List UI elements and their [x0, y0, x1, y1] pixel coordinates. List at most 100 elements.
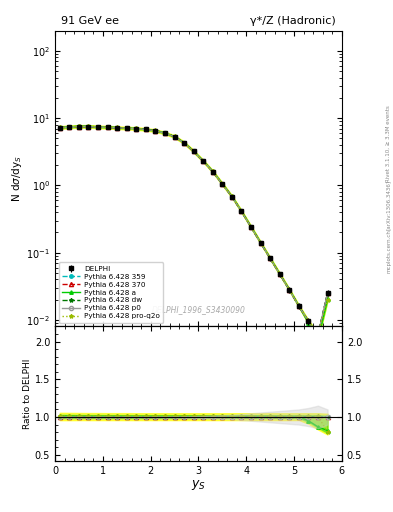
- Pythia 6.428 pro-q2o: [268, 255, 273, 261]
- Pythia 6.428 a: [115, 124, 119, 131]
- Pythia 6.428 pro-q2o: [172, 133, 177, 139]
- Pythia 6.428 a: [67, 123, 72, 130]
- Pythia 6.428 a: [153, 127, 158, 134]
- Pythia 6.428 dw: [249, 224, 253, 230]
- Pythia 6.428 370: [115, 125, 119, 131]
- Pythia 6.428 a: [316, 336, 320, 342]
- Pythia 6.428 359: [67, 124, 72, 130]
- Pythia 6.428 370: [191, 148, 196, 155]
- Pythia 6.428 dw: [125, 125, 129, 131]
- Pythia 6.428 359: [287, 287, 292, 293]
- Pythia 6.428 dw: [220, 181, 225, 187]
- Pythia 6.428 pro-q2o: [201, 158, 206, 164]
- Pythia 6.428 a: [258, 240, 263, 246]
- Pythia 6.428 p0: [105, 124, 110, 131]
- Pythia 6.428 a: [134, 125, 139, 132]
- Pythia 6.428 dw: [211, 168, 215, 175]
- Text: DELPHI_1996_S3430090: DELPHI_1996_S3430090: [152, 306, 245, 314]
- Pythia 6.428 dw: [297, 303, 301, 309]
- Pythia 6.428 370: [277, 271, 282, 277]
- Pythia 6.428 p0: [125, 125, 129, 131]
- Pythia 6.428 a: [77, 123, 81, 130]
- Pythia 6.428 a: [249, 224, 253, 230]
- Text: mcplots.cern.ch: mcplots.cern.ch: [386, 229, 391, 273]
- Pythia 6.428 370: [211, 168, 215, 175]
- Pythia 6.428 359: [163, 130, 167, 136]
- Pythia 6.428 p0: [67, 124, 72, 130]
- Pythia 6.428 359: [57, 124, 62, 131]
- Pythia 6.428 370: [105, 124, 110, 131]
- Pythia 6.428 359: [211, 168, 215, 175]
- Pythia 6.428 pro-q2o: [306, 318, 311, 324]
- Pythia 6.428 p0: [96, 124, 101, 130]
- Pythia 6.428 p0: [134, 125, 139, 132]
- Pythia 6.428 pro-q2o: [182, 139, 187, 145]
- Pythia 6.428 pro-q2o: [86, 123, 91, 130]
- Pythia 6.428 dw: [268, 255, 273, 262]
- Pythia 6.428 pro-q2o: [134, 125, 139, 132]
- Pythia 6.428 359: [201, 158, 206, 164]
- Pythia 6.428 p0: [306, 318, 311, 325]
- Line: Pythia 6.428 dw: Pythia 6.428 dw: [58, 124, 330, 337]
- Pythia 6.428 pro-q2o: [57, 124, 62, 131]
- Pythia 6.428 p0: [249, 224, 253, 230]
- Pythia 6.428 a: [230, 194, 234, 200]
- Pythia 6.428 370: [201, 158, 206, 164]
- Pythia 6.428 dw: [182, 140, 187, 146]
- Pythia 6.428 370: [77, 123, 81, 130]
- Pythia 6.428 359: [316, 332, 320, 338]
- Pythia 6.428 pro-q2o: [316, 331, 320, 337]
- Pythia 6.428 dw: [191, 148, 196, 155]
- Pythia 6.428 p0: [57, 125, 62, 131]
- Pythia 6.428 dw: [239, 208, 244, 215]
- Pythia 6.428 370: [57, 125, 62, 131]
- Pythia 6.428 370: [153, 127, 158, 134]
- Pythia 6.428 a: [239, 208, 244, 215]
- Pythia 6.428 359: [258, 240, 263, 246]
- Pythia 6.428 pro-q2o: [67, 123, 72, 130]
- Pythia 6.428 a: [125, 125, 129, 131]
- Legend: DELPHI, Pythia 6.428 359, Pythia 6.428 370, Pythia 6.428 a, Pythia 6.428 dw, Pyt: DELPHI, Pythia 6.428 359, Pythia 6.428 3…: [59, 262, 163, 323]
- Pythia 6.428 370: [163, 130, 167, 136]
- Pythia 6.428 370: [143, 126, 148, 133]
- Pythia 6.428 p0: [258, 240, 263, 246]
- Pythia 6.428 p0: [287, 287, 292, 293]
- Pythia 6.428 a: [182, 140, 187, 146]
- Pythia 6.428 pro-q2o: [105, 124, 110, 130]
- Pythia 6.428 a: [86, 123, 91, 130]
- Pythia 6.428 dw: [325, 290, 330, 296]
- Line: Pythia 6.428 p0: Pythia 6.428 p0: [58, 124, 330, 337]
- Pythia 6.428 370: [86, 123, 91, 130]
- Pythia 6.428 pro-q2o: [220, 181, 225, 187]
- Pythia 6.428 a: [96, 124, 101, 130]
- Pythia 6.428 dw: [258, 240, 263, 246]
- Pythia 6.428 p0: [220, 181, 225, 187]
- Pythia 6.428 dw: [67, 124, 72, 130]
- Pythia 6.428 359: [230, 194, 234, 200]
- Text: γ*/Z (Hadronic): γ*/Z (Hadronic): [250, 16, 336, 26]
- Pythia 6.428 dw: [86, 123, 91, 130]
- Pythia 6.428 pro-q2o: [249, 224, 253, 230]
- Pythia 6.428 359: [86, 123, 91, 130]
- Pythia 6.428 370: [249, 224, 253, 230]
- Pythia 6.428 370: [182, 140, 187, 146]
- Pythia 6.428 359: [115, 125, 119, 131]
- Pythia 6.428 p0: [268, 255, 273, 262]
- Pythia 6.428 p0: [239, 208, 244, 215]
- Pythia 6.428 359: [306, 318, 311, 325]
- Pythia 6.428 a: [287, 287, 292, 293]
- Pythia 6.428 a: [306, 320, 311, 326]
- Pythia 6.428 pro-q2o: [239, 208, 244, 214]
- Pythia 6.428 a: [268, 255, 273, 261]
- Pythia 6.428 a: [143, 126, 148, 132]
- Pythia 6.428 dw: [172, 134, 177, 140]
- X-axis label: $y_S$: $y_S$: [191, 478, 206, 493]
- Pythia 6.428 359: [153, 127, 158, 134]
- Pythia 6.428 dw: [153, 127, 158, 134]
- Pythia 6.428 p0: [163, 130, 167, 136]
- Pythia 6.428 dw: [163, 130, 167, 136]
- Pythia 6.428 dw: [287, 287, 292, 293]
- Pythia 6.428 pro-q2o: [77, 123, 81, 130]
- Pythia 6.428 p0: [115, 125, 119, 131]
- Pythia 6.428 359: [77, 123, 81, 130]
